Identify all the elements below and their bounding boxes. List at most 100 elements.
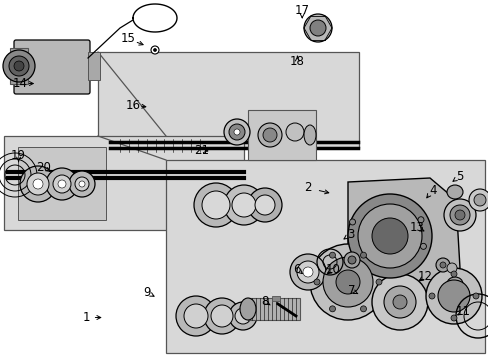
Ellipse shape	[240, 298, 256, 320]
Circle shape	[203, 298, 240, 334]
Circle shape	[428, 293, 434, 299]
Circle shape	[449, 205, 469, 225]
Circle shape	[343, 252, 359, 268]
Circle shape	[258, 123, 282, 147]
Circle shape	[472, 293, 478, 299]
Circle shape	[323, 257, 372, 307]
Circle shape	[425, 268, 481, 324]
Text: 20: 20	[37, 161, 51, 174]
Text: 15: 15	[121, 32, 135, 45]
Circle shape	[75, 177, 89, 191]
Text: 18: 18	[289, 55, 304, 68]
Text: 12: 12	[417, 270, 432, 283]
Circle shape	[202, 191, 229, 219]
Circle shape	[151, 46, 159, 54]
Circle shape	[296, 261, 318, 283]
Circle shape	[58, 180, 66, 188]
Text: 13: 13	[408, 221, 423, 234]
Circle shape	[228, 302, 257, 330]
Circle shape	[304, 14, 331, 42]
Circle shape	[27, 173, 49, 195]
Circle shape	[392, 295, 406, 309]
Circle shape	[231, 193, 256, 217]
Circle shape	[371, 274, 427, 330]
Bar	[247, 110, 315, 160]
Text: 1: 1	[82, 311, 90, 324]
Circle shape	[435, 258, 449, 272]
Circle shape	[446, 263, 456, 273]
Ellipse shape	[446, 185, 462, 199]
Circle shape	[153, 49, 156, 51]
Text: 6: 6	[293, 263, 301, 276]
Circle shape	[210, 305, 232, 327]
Circle shape	[347, 194, 431, 278]
Polygon shape	[98, 52, 358, 148]
Circle shape	[46, 168, 78, 200]
Bar	[18, 147, 106, 220]
Bar	[165, 160, 484, 353]
Circle shape	[20, 166, 56, 202]
Circle shape	[263, 128, 276, 142]
Circle shape	[3, 50, 35, 82]
Circle shape	[468, 189, 488, 211]
Circle shape	[375, 279, 381, 285]
Circle shape	[309, 244, 385, 320]
Circle shape	[357, 204, 421, 268]
Text: 8: 8	[261, 295, 268, 308]
Circle shape	[234, 129, 240, 135]
Ellipse shape	[446, 277, 462, 291]
Circle shape	[53, 175, 71, 193]
Circle shape	[176, 296, 216, 336]
Circle shape	[450, 271, 456, 277]
Circle shape	[360, 252, 366, 258]
Circle shape	[347, 256, 355, 264]
Text: 10: 10	[325, 263, 340, 276]
Circle shape	[329, 252, 335, 258]
Circle shape	[437, 280, 469, 312]
Ellipse shape	[304, 125, 315, 145]
Circle shape	[349, 219, 355, 225]
Circle shape	[383, 286, 415, 318]
Text: 16: 16	[125, 99, 140, 112]
Circle shape	[254, 195, 274, 215]
Bar	[88, 52, 100, 80]
Circle shape	[335, 270, 359, 294]
Circle shape	[360, 306, 366, 312]
Circle shape	[313, 279, 319, 285]
Text: 11: 11	[455, 305, 470, 318]
Text: 17: 17	[294, 4, 309, 17]
Bar	[10, 48, 28, 84]
Circle shape	[224, 119, 249, 145]
Circle shape	[439, 262, 445, 268]
Circle shape	[454, 210, 464, 220]
Circle shape	[194, 183, 238, 227]
Circle shape	[309, 20, 325, 36]
Text: 14: 14	[13, 77, 28, 90]
Circle shape	[473, 194, 485, 206]
Circle shape	[420, 243, 426, 249]
Circle shape	[285, 123, 304, 141]
Circle shape	[9, 56, 29, 76]
Circle shape	[14, 61, 24, 71]
Text: 4: 4	[428, 184, 436, 197]
Text: 2: 2	[304, 181, 311, 194]
Circle shape	[371, 218, 407, 254]
Circle shape	[443, 199, 475, 231]
Circle shape	[247, 188, 282, 222]
Polygon shape	[347, 178, 459, 295]
Text: 3: 3	[346, 228, 354, 240]
Circle shape	[417, 217, 423, 223]
Circle shape	[289, 254, 325, 290]
Text: 7: 7	[347, 284, 355, 297]
Circle shape	[79, 181, 85, 187]
Circle shape	[228, 124, 244, 140]
Circle shape	[329, 306, 335, 312]
Bar	[247, 298, 299, 320]
Circle shape	[235, 308, 250, 324]
Circle shape	[183, 304, 207, 328]
Circle shape	[69, 171, 95, 197]
Text: 21: 21	[194, 144, 208, 157]
Polygon shape	[4, 136, 244, 230]
Text: 19: 19	[11, 149, 26, 162]
Text: 9: 9	[142, 286, 150, 299]
